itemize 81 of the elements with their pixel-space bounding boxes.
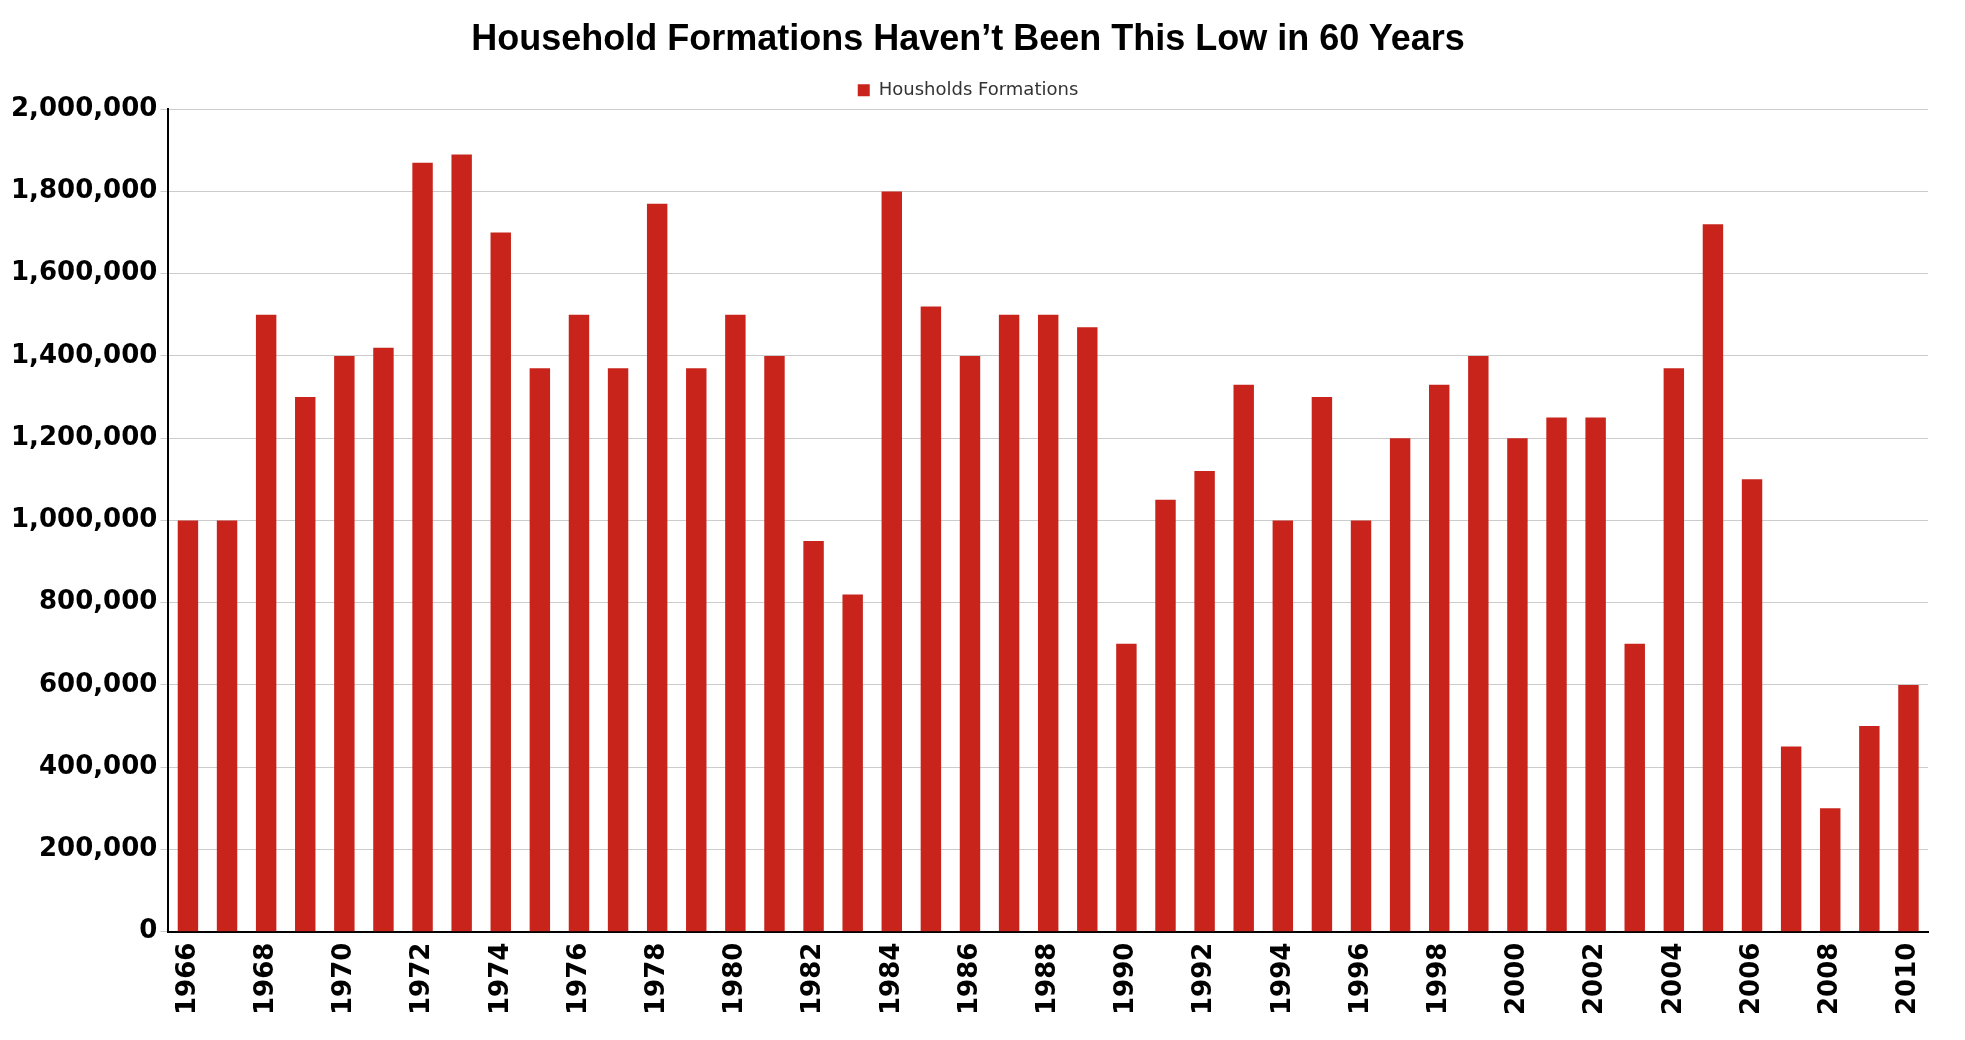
bar xyxy=(1194,471,1215,932)
y-tick-label: 400,000 xyxy=(38,749,158,780)
y-tick-label: 800,000 xyxy=(38,585,158,616)
x-tick-label: 1976 xyxy=(561,942,592,1016)
x-tick-label: 1978 xyxy=(639,942,670,1016)
legend-label: Housholds Formations xyxy=(878,77,1079,99)
x-tick-label: 2006 xyxy=(1734,942,1765,1016)
x-tick-label: 2008 xyxy=(1812,942,1843,1016)
bar xyxy=(1702,224,1724,932)
bar xyxy=(1780,746,1802,932)
bar xyxy=(529,368,551,932)
y-tick-label: 1,400,000 xyxy=(11,338,158,369)
bar xyxy=(881,191,902,932)
bar xyxy=(1350,520,1372,932)
x-tick-label: 1966 xyxy=(170,942,201,1016)
bar xyxy=(334,355,355,932)
bar xyxy=(764,355,785,932)
bar xyxy=(568,314,590,932)
x-tick-label: 1980 xyxy=(718,942,749,1016)
x-tick-label: 2002 xyxy=(1578,942,1609,1016)
bar xyxy=(920,306,942,932)
bar xyxy=(1389,438,1411,932)
bar xyxy=(490,232,511,932)
x-tick-label: 1972 xyxy=(405,942,436,1016)
bar xyxy=(1898,684,1919,932)
bar xyxy=(1272,520,1294,932)
bar xyxy=(959,355,981,932)
bar xyxy=(1155,499,1176,932)
y-tick-label: 1,800,000 xyxy=(11,174,158,205)
x-tick-label: 1996 xyxy=(1343,942,1374,1016)
y-tick-label: 600,000 xyxy=(38,667,158,698)
y-tick-label: 1,200,000 xyxy=(11,420,158,451)
bar xyxy=(1859,726,1880,932)
bar xyxy=(255,314,277,932)
bar xyxy=(373,347,394,932)
bar xyxy=(1116,643,1137,932)
x-tick-label: 2000 xyxy=(1500,942,1531,1016)
x-tick-label: 1968 xyxy=(248,942,279,1016)
bar xyxy=(1468,355,1489,932)
bar xyxy=(1663,368,1685,932)
y-tick-label: 1,000,000 xyxy=(11,503,158,534)
bar xyxy=(1077,327,1098,932)
bar xyxy=(1037,314,1059,932)
bar xyxy=(1741,479,1763,932)
bar xyxy=(177,520,199,932)
y-tick-label: 2,000,000 xyxy=(11,91,158,122)
bar xyxy=(451,154,472,932)
bar xyxy=(1507,438,1528,932)
x-tick-label: 1994 xyxy=(1265,942,1296,1016)
bar xyxy=(1429,384,1450,932)
y-tick-label: 200,000 xyxy=(38,832,158,863)
x-tick-label: 1990 xyxy=(1109,942,1140,1016)
bar xyxy=(412,162,433,932)
bar xyxy=(1233,384,1254,932)
x-tick-label: 1998 xyxy=(1421,942,1452,1016)
bar xyxy=(295,397,316,932)
chart-title: Household Formations Haven’t Been This Low in 60 Years xyxy=(471,16,1465,58)
x-tick-label: 1988 xyxy=(1030,942,1061,1016)
bar xyxy=(686,368,707,932)
x-tick-label: 1984 xyxy=(874,942,905,1016)
bar xyxy=(1820,808,1841,932)
x-tick-label: 2004 xyxy=(1656,942,1687,1016)
x-tick-label: 1974 xyxy=(483,942,514,1016)
bar xyxy=(1546,417,1567,932)
bar xyxy=(1311,397,1333,932)
bar xyxy=(998,314,1020,932)
x-tick-label: 1986 xyxy=(952,942,983,1016)
bar xyxy=(646,203,668,932)
y-tick-label: 1,600,000 xyxy=(11,256,158,287)
bar xyxy=(216,520,238,932)
x-tick-label: 1970 xyxy=(327,942,358,1016)
bar xyxy=(842,594,863,932)
bar xyxy=(1585,417,1606,932)
bar xyxy=(803,540,824,932)
bar xyxy=(725,314,746,932)
bar xyxy=(607,368,629,932)
x-tick-label: 1992 xyxy=(1187,942,1218,1016)
y-tick-label: 0 xyxy=(139,914,158,945)
bar xyxy=(1624,643,1645,932)
x-tick-label: 2010 xyxy=(1891,942,1922,1016)
x-tick-label: 1982 xyxy=(796,942,827,1016)
